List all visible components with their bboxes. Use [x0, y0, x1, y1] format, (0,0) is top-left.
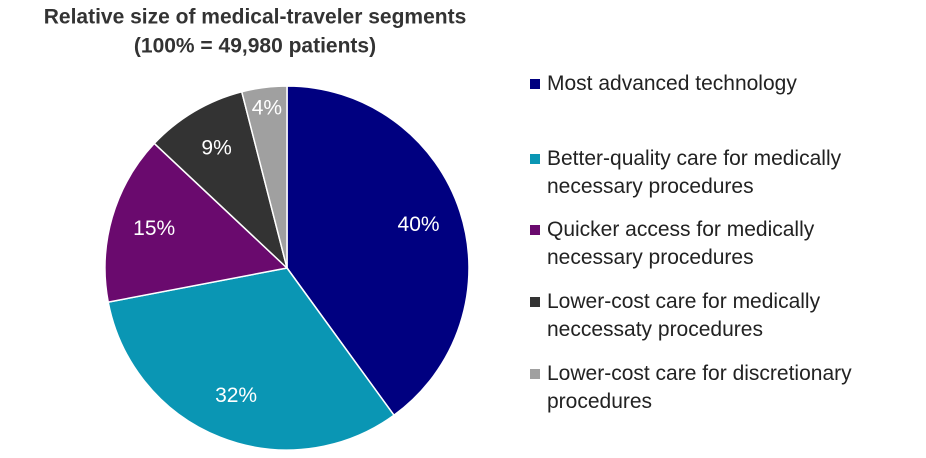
legend-swatch — [530, 369, 540, 379]
legend-label: Lower-cost care for medically neccessaty… — [547, 290, 821, 341]
legend-entry: Most advanced technology — [530, 70, 910, 98]
chart-title: Relative size of medical-traveler segmen… — [44, 6, 467, 29]
legend-swatch — [530, 154, 540, 164]
pie-slice — [240, 85, 288, 269]
value-label: 15% — [133, 217, 175, 240]
pie-slice — [286, 85, 470, 417]
legend-entry: Lower-cost care for medically neccessaty… — [530, 288, 910, 344]
legend-swatch — [530, 79, 540, 89]
legend-label: Most advanced technology — [547, 72, 797, 95]
legend-label: Quicker access for medically necessary p… — [547, 218, 815, 269]
value-label: 4% — [252, 97, 282, 120]
legend-label: Better-quality care for medically necess… — [547, 147, 842, 198]
pie-slice — [107, 267, 396, 451]
chart-subtitle: (100% = 49,980 patients) — [134, 35, 376, 58]
value-label: 32% — [215, 384, 257, 407]
value-label: 9% — [201, 136, 231, 159]
legend-label: Lower-cost care for discretionary proced… — [547, 362, 852, 413]
pie-slice — [153, 90, 289, 271]
legend-entry: Better-quality care for medically necess… — [530, 145, 910, 201]
legend-entry: Lower-cost care for discretionary proced… — [530, 360, 910, 416]
value-label: 40% — [398, 213, 440, 236]
legend-entry: Quicker access for medically necessary p… — [530, 216, 910, 272]
pie-slice — [104, 142, 289, 303]
legend-swatch — [530, 225, 540, 235]
legend-swatch — [530, 297, 540, 307]
